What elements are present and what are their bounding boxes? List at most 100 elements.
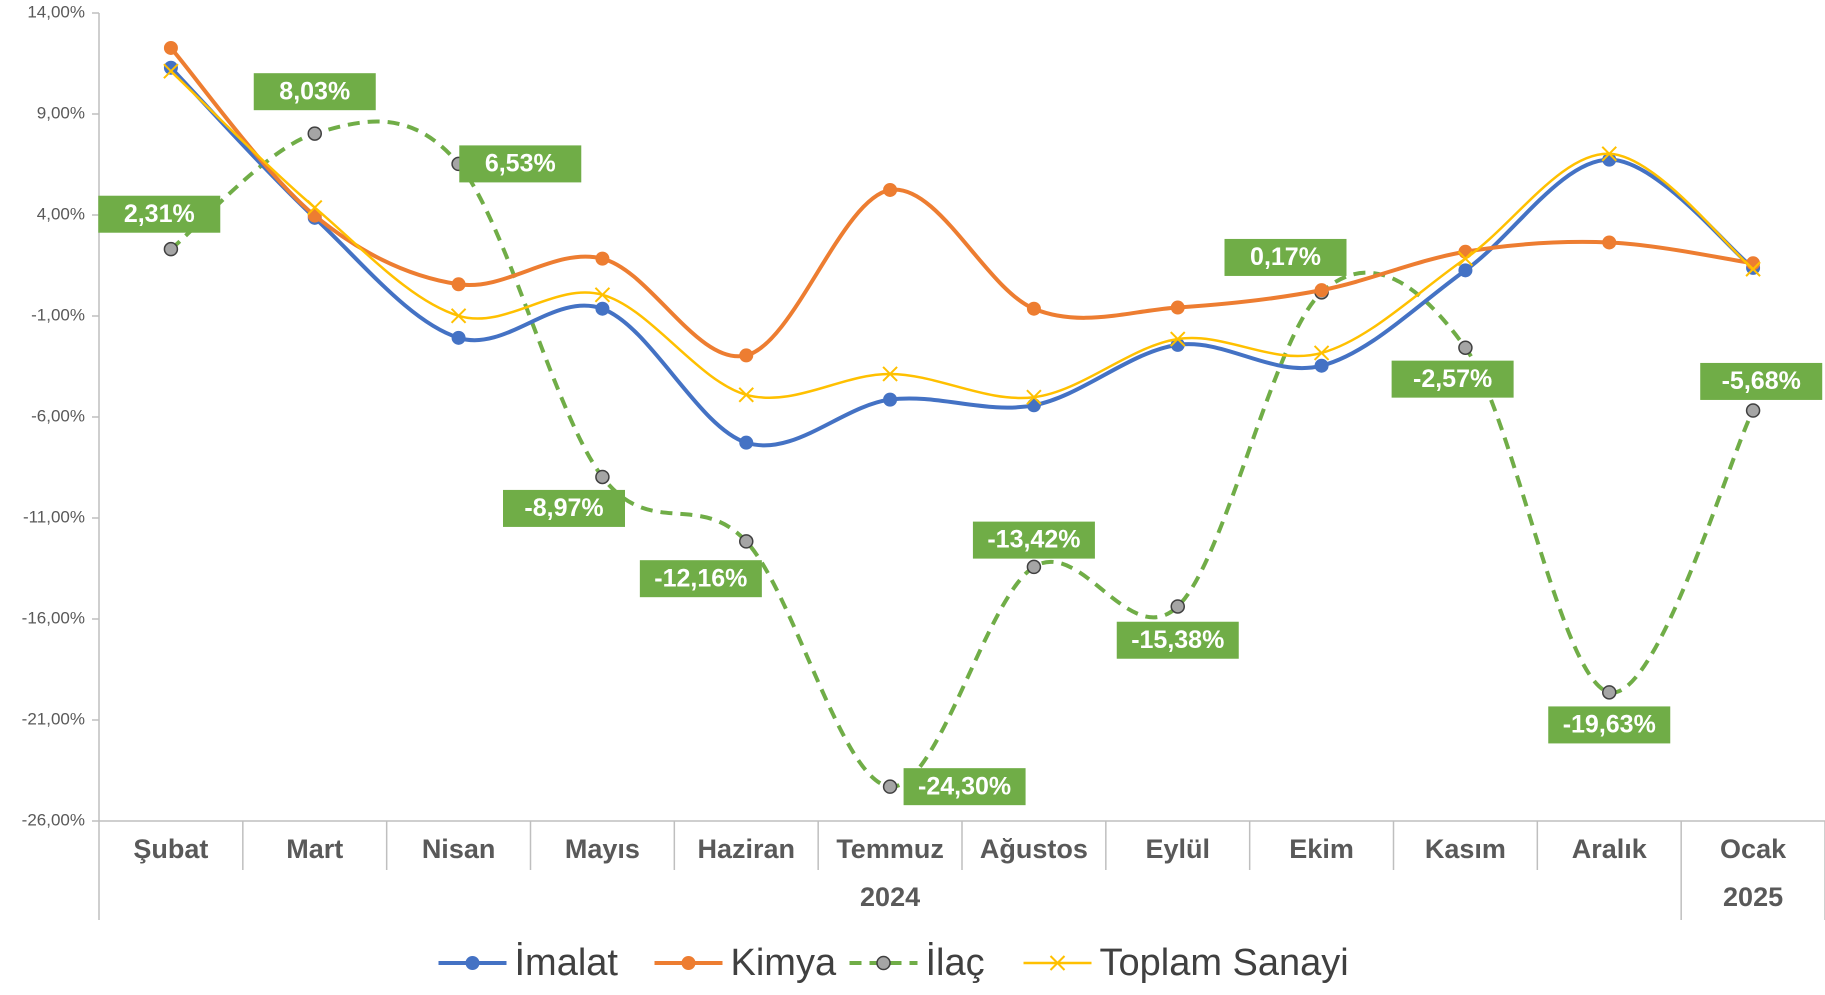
point: [883, 182, 898, 197]
point: [738, 387, 754, 403]
x-tick-label: Haziran: [697, 834, 795, 864]
y-tick-label: -1,00%: [31, 305, 85, 324]
point: [1170, 599, 1185, 614]
x-tick-label: Mart: [286, 834, 343, 864]
point-stroke: [307, 199, 323, 216]
point: [163, 63, 179, 79]
point: [1313, 345, 1330, 361]
legend-marker: [1049, 955, 1066, 971]
data-label-box: [1548, 706, 1671, 744]
x-tick-label: Kasım: [1425, 834, 1506, 864]
point: [595, 469, 610, 485]
point-stroke: [1026, 389, 1042, 405]
point: [1026, 398, 1041, 413]
point: [163, 40, 178, 55]
point: [882, 366, 898, 382]
data-label: -12,16%: [654, 564, 747, 592]
point-stroke: [1745, 261, 1761, 277]
data-label-box: [639, 560, 762, 598]
y-tick-label: -11,00%: [23, 507, 85, 526]
point: [739, 534, 754, 549]
point: [163, 60, 178, 75]
point: [739, 435, 754, 450]
y-tick-label: 4,00%: [37, 204, 85, 223]
point: [450, 308, 467, 324]
x-tick-label: Temmuz: [836, 834, 944, 864]
data-label-box: [1391, 360, 1514, 398]
data-label-box: [253, 73, 376, 111]
data-label-box: [503, 489, 626, 527]
point: [1745, 261, 1761, 277]
point: [1026, 389, 1042, 405]
y-tick-label: 9,00%: [37, 103, 85, 122]
point: [1601, 146, 1617, 162]
point-stroke: [1170, 331, 1186, 347]
y-tick-label: -6,00%: [31, 406, 85, 425]
data-label: -5,68%: [1722, 367, 1801, 395]
x-tick-label: Şubat: [133, 834, 208, 864]
data-label: 0,17%: [1250, 243, 1321, 271]
data-label: -8,97%: [524, 494, 603, 522]
point: [1026, 559, 1042, 575]
point-stroke: [882, 366, 898, 382]
series-line: [170, 70, 1754, 400]
point: [1026, 301, 1041, 316]
point: [307, 199, 323, 216]
x-tick-label: Eylül: [1145, 834, 1210, 864]
legend-label: Toplam Sanayi: [1100, 942, 1349, 984]
y-tick-label: -21,00%: [22, 709, 85, 728]
point: [594, 287, 611, 303]
point: [1457, 250, 1474, 267]
point: [307, 126, 322, 141]
legend-marker: [876, 955, 891, 971]
point-stroke: [163, 63, 179, 79]
point: [595, 251, 610, 266]
x-group-label: 2025: [1723, 882, 1783, 912]
legend-marker: [681, 956, 696, 970]
x-tick-label: Ağustos: [980, 834, 1088, 864]
data-label-box: [1224, 238, 1347, 276]
x-tick-label: Aralık: [1572, 834, 1648, 864]
data-label: -24,30%: [918, 772, 1011, 800]
data-label: -15,38%: [1131, 626, 1224, 654]
x-tick-label: Ocak: [1720, 834, 1787, 864]
data-label-box: [972, 521, 1095, 559]
x-tick-label: Ekim: [1289, 834, 1354, 864]
legend-marker: [465, 956, 480, 970]
point-stroke: [594, 287, 611, 303]
point-stroke: [1049, 955, 1066, 971]
point: [739, 348, 754, 363]
point: [163, 241, 179, 257]
x-tick-label: Mayıs: [565, 834, 640, 864]
data-label-box: [1700, 362, 1823, 400]
series-line: [169, 119, 1755, 789]
point-stroke: [738, 387, 754, 403]
point: [1314, 358, 1329, 373]
y-tick-label: 14,00%: [27, 2, 85, 21]
point-stroke: [1601, 146, 1617, 162]
point: [1170, 300, 1185, 315]
point: [595, 301, 610, 316]
point: [882, 779, 898, 794]
data-label: 6,53%: [485, 150, 556, 178]
data-label: -19,63%: [1563, 711, 1656, 739]
point: [1314, 283, 1329, 298]
legend: İmalat Kimya İlaç Toplam Sanayi: [438, 941, 1349, 984]
legend-label: İmalat: [515, 941, 619, 984]
data-label-box: [903, 768, 1026, 806]
point: [1602, 235, 1617, 250]
y-tick-label: -26,00%: [22, 810, 85, 829]
point: [1745, 403, 1761, 418]
data-label: -2,57%: [1413, 365, 1492, 393]
data-label: -13,42%: [987, 526, 1080, 554]
x-tick-label: Nisan: [422, 834, 496, 864]
point: [451, 277, 466, 292]
point: [451, 330, 466, 345]
point: [1458, 263, 1473, 278]
point-stroke: [450, 308, 467, 324]
point-stroke: [1313, 345, 1330, 361]
data-label-box: [1116, 621, 1239, 659]
point-stroke: [1457, 250, 1474, 267]
